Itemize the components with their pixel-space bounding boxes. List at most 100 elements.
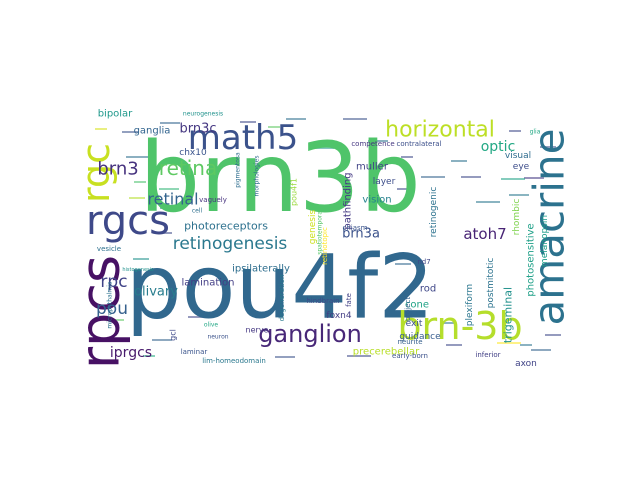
cloud-word: olivary (134, 285, 178, 300)
cloud-word: competence (351, 140, 394, 148)
cloud-word: neurogenesis (183, 111, 223, 118)
cloud-word: microphthalmia (107, 281, 114, 328)
cloud-word: photoreceptors (184, 220, 268, 233)
cloud-word: foxn4 (326, 311, 351, 321)
cloud-word: spatiotemporal (317, 209, 324, 255)
cloud-word: rgc (74, 143, 118, 203)
cloud-word: lamination (181, 278, 234, 289)
cloud-word: precerebellar (353, 347, 420, 358)
filler-word-speck (401, 156, 413, 158)
cloud-word: rhombic (512, 199, 522, 236)
filler-word-speck (134, 181, 146, 183)
cloud-word: pou4f1 (290, 178, 299, 206)
cloud-word: optic (481, 139, 516, 155)
cloud-word: brn3c (179, 122, 216, 137)
filler-word-speck (520, 344, 532, 346)
cloud-word: rpcs (69, 255, 132, 369)
cloud-word: pigmentosa (235, 152, 242, 188)
cloud-word: melanopsin (540, 215, 550, 267)
filler-word-speck (240, 121, 256, 123)
cloud-word: inferior (475, 351, 500, 359)
cloud-word: nerve (246, 326, 269, 335)
cloud-word: rpc (100, 272, 127, 292)
cloud-word: rgcs (86, 198, 170, 244)
filler-word-speck (152, 339, 172, 341)
cloud-word: gcl (169, 329, 178, 341)
cloud-word: plexiform (465, 284, 475, 326)
cloud-word: brn3a (342, 227, 380, 242)
cloud-word: eye (513, 162, 530, 172)
filler-word-speck (501, 178, 525, 180)
filler-word-speck (160, 207, 184, 209)
cloud-word: retina (159, 156, 217, 180)
filler-word-speck (421, 176, 445, 178)
filler-word-speck (108, 319, 124, 321)
filler-word-speck (395, 263, 411, 265)
filler-word-speck (347, 355, 371, 357)
cloud-word: axon (515, 359, 537, 369)
cloud-word: pathfinding (343, 172, 354, 229)
filler-word-speck (524, 177, 544, 179)
cloud-word: trigeminal (502, 287, 515, 343)
cloud-word: guidance (399, 332, 441, 342)
filler-word-speck (160, 232, 172, 234)
filler-word-speck (143, 355, 155, 357)
filler-word-speck (442, 322, 454, 324)
cloud-word: retinal (147, 190, 198, 209)
cloud-word: cone (405, 300, 429, 311)
cloud-word: muller (356, 162, 389, 173)
cloud-word: atoh7 (463, 225, 506, 243)
cloud-word: chx10 (179, 148, 207, 158)
cloud-word: brn3b (139, 122, 421, 234)
filler-word-speck (160, 122, 180, 124)
filler-word-speck (451, 160, 467, 162)
filler-word-speck (368, 140, 388, 142)
cloud-word: early-born (392, 352, 428, 360)
filler-word-speck (159, 188, 179, 190)
cloud-word: genesis (308, 210, 318, 245)
filler-word-speck (446, 344, 462, 346)
filler-word-speck (275, 356, 295, 358)
filler-word-speck (286, 118, 306, 120)
filler-word-speck (188, 316, 212, 318)
filler-word-speck (397, 188, 409, 190)
cloud-word: ganglion (258, 320, 362, 348)
cloud-word: retinogenesis (173, 234, 288, 254)
cloud-word: bipolar (98, 109, 133, 120)
cloud-word: iprgcs (110, 345, 152, 361)
cloud-word: exit (406, 319, 423, 329)
filler-word-speck (509, 130, 521, 132)
cloud-word: neurite (397, 338, 422, 346)
cloud-word: neuron (207, 334, 228, 341)
cloud-word: pou4f2 (126, 236, 434, 339)
cloud-word: lim-homeodomain (202, 357, 266, 365)
cloud-word: pou (96, 299, 128, 319)
filler-word-speck (531, 349, 551, 351)
filler-word-speck (509, 194, 529, 196)
filler-word-speck (95, 128, 107, 130)
filler-word-speck (476, 201, 500, 203)
cloud-word: nd7 (417, 258, 430, 266)
cloud-word: project (404, 297, 412, 322)
cloud-word: ganglia (134, 126, 171, 137)
cloud-word: degeneration (278, 275, 286, 322)
filler-word-speck (540, 146, 556, 148)
cloud-word: postmitotic (486, 258, 496, 309)
cloud-word: rod (420, 284, 436, 295)
filler-word-speck (133, 258, 149, 260)
filler-word-speck (126, 156, 150, 158)
cloud-word: olive (204, 322, 219, 329)
filler-word-speck (461, 176, 481, 178)
cloud-word: vesicle (97, 245, 121, 253)
cloud-word: brn3 (97, 159, 138, 180)
cloud-word: vaguely (199, 196, 227, 204)
cloud-word: visual (505, 151, 531, 161)
cloud-word: fate (345, 293, 353, 307)
cloud-word: retinotopic (321, 227, 329, 265)
cloud-word: photosensitive (526, 223, 537, 296)
cloud-word: vision (362, 195, 391, 206)
cloud-word: math5 (188, 118, 298, 158)
filler-word-speck (122, 131, 138, 133)
